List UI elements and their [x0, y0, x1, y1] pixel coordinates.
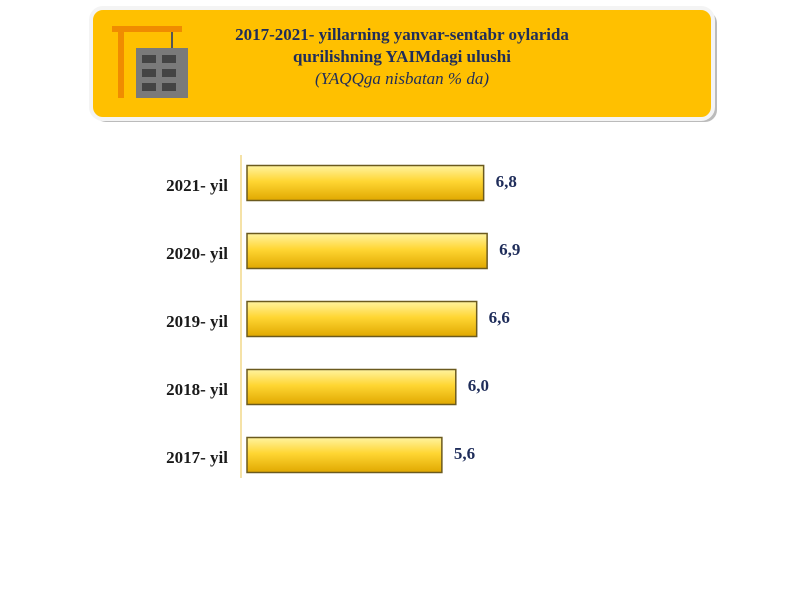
bar	[246, 436, 443, 474]
bar	[246, 164, 485, 202]
value-label: 6,6	[489, 308, 510, 327]
category-label: 2018- yil	[166, 380, 228, 399]
chart-subtitle: (YAQQga nisbatan % da)	[315, 69, 489, 88]
bar	[246, 300, 478, 338]
bar	[246, 232, 488, 270]
value-label: 6,8	[496, 172, 517, 191]
chart-title: qurilishning YAIMdagi ulushi	[293, 47, 511, 66]
value-label: 5,6	[454, 444, 475, 463]
category-label: 2019- yil	[166, 312, 228, 331]
value-label: 6,0	[468, 376, 489, 395]
category-label: 2021- yil	[166, 176, 228, 195]
crane-icon	[112, 26, 188, 98]
header-box	[89, 6, 715, 121]
chart-title: 2017-2021- yillarning yanvar-sentabr oyl…	[235, 25, 569, 44]
category-label: 2017- yil	[166, 448, 228, 467]
category-label: 2020- yil	[166, 244, 228, 263]
bar	[246, 368, 457, 406]
value-label: 6,9	[499, 240, 520, 259]
